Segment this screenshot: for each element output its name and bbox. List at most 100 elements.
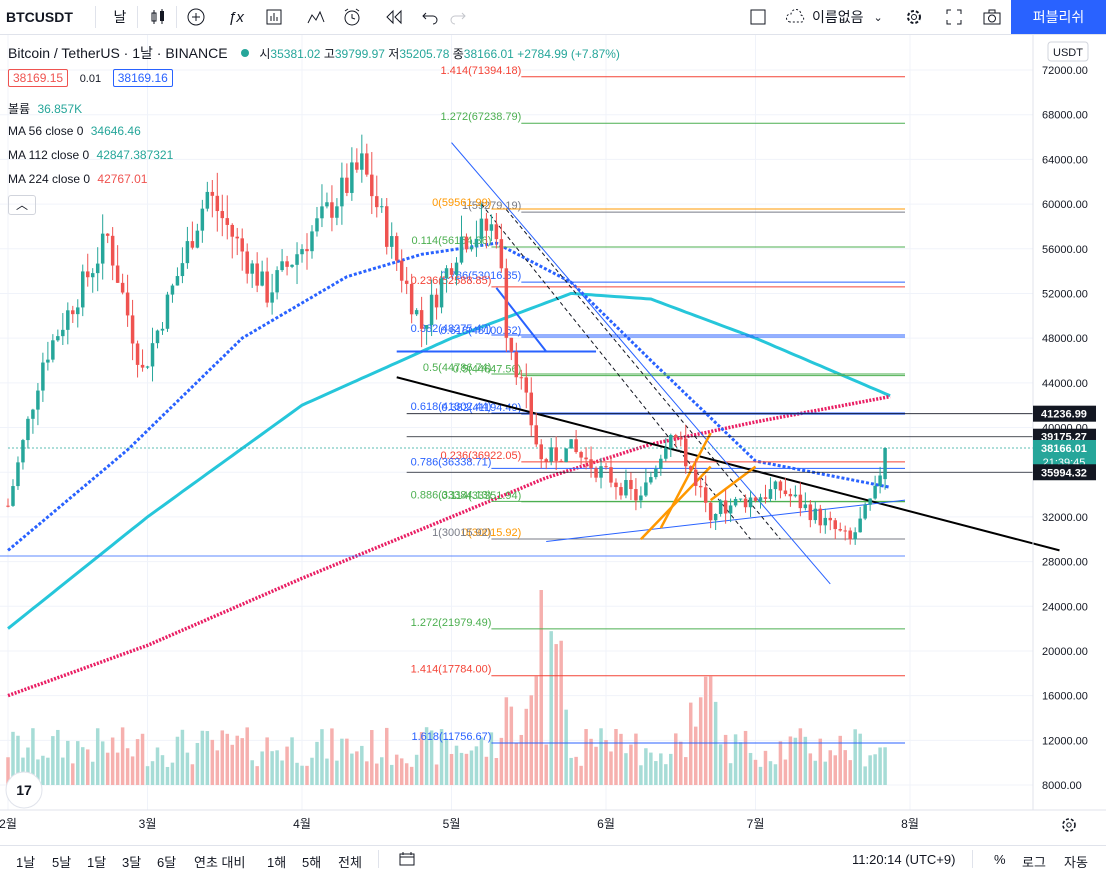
- ma224-label[interactable]: MA 224 close 0: [8, 172, 91, 186]
- top-toolbar: BTCUSDT 날 ƒx 이름없음 ⌄ 퍼블리쉬: [0, 0, 1106, 35]
- candle-body: [170, 285, 175, 295]
- time-tick-label: 8월: [901, 817, 919, 831]
- candle-body: [205, 191, 210, 209]
- candle-body: [509, 337, 514, 352]
- collapse-legend-button[interactable]: ︿: [8, 195, 36, 215]
- candle-body: [669, 435, 673, 449]
- range-button-all[interactable]: 전체: [338, 855, 362, 870]
- volume-bar: [718, 744, 723, 785]
- currency-badge[interactable]: USDT: [1047, 41, 1089, 62]
- redo-icon[interactable]: [444, 0, 472, 34]
- candle-body: [624, 480, 628, 496]
- range-button-3m[interactable]: 3달: [122, 855, 142, 870]
- volume-bar: [200, 730, 205, 785]
- templates-icon[interactable]: [260, 0, 288, 34]
- fib-level-label: 1.414(71394.18): [441, 65, 522, 77]
- interval-button[interactable]: 날: [113, 9, 127, 25]
- volume-bar: [46, 757, 50, 785]
- pattern-icon[interactable]: [302, 0, 330, 34]
- range-button-1m[interactable]: 1달: [87, 855, 107, 870]
- ma56-value: 34646.46: [90, 124, 141, 138]
- candle-body: [81, 271, 85, 308]
- volume-bar: [514, 742, 519, 785]
- settings-gear-icon[interactable]: [900, 0, 928, 34]
- symbol-search-button[interactable]: BTCUSDT: [6, 9, 73, 25]
- candle-body: [818, 508, 823, 526]
- volume-bar: [399, 758, 404, 785]
- symbol-title[interactable]: Bitcoin / TetherUS · 1날 · BINANCE: [8, 45, 228, 61]
- volume-bar: [753, 759, 758, 785]
- candle-body: [524, 377, 529, 393]
- candle-body: [160, 328, 165, 331]
- volume-bar: [883, 747, 887, 785]
- volume-bar: [180, 729, 185, 785]
- volume-bar: [260, 751, 264, 785]
- range-button-1y[interactable]: 1해: [267, 855, 287, 870]
- range-button-1d[interactable]: 1날: [16, 855, 36, 870]
- buy-price-button[interactable]: 38169.16: [112, 69, 173, 87]
- volume-bar: [225, 733, 230, 785]
- range-button-5d[interactable]: 5날: [52, 855, 72, 870]
- camera-icon[interactable]: [978, 0, 1006, 34]
- candlesticks: [6, 134, 887, 545]
- candle-body: [409, 283, 414, 315]
- range-button-6m[interactable]: 6달: [157, 855, 177, 870]
- undo-icon[interactable]: [416, 0, 444, 34]
- candle-body: [469, 246, 474, 250]
- candle-body: [325, 202, 329, 207]
- volume-bar: [698, 697, 703, 785]
- volume-label[interactable]: 볼륨: [8, 102, 31, 116]
- volume-bar: [758, 766, 763, 785]
- price-chart[interactable]: 1.414(71394.18)1.272(67238.79)1(59279.19…: [0, 35, 1106, 845]
- price-tick-label: 60000.00: [1042, 199, 1088, 211]
- volume-bar: [484, 756, 489, 785]
- auto-toggle[interactable]: 자동: [1064, 855, 1088, 870]
- candle-body: [215, 195, 220, 212]
- range-button-ytd[interactable]: 연초 대비: [194, 855, 246, 870]
- candle-body: [31, 409, 35, 419]
- fib-level-label: 0(59561.99): [432, 197, 491, 209]
- percent-toggle[interactable]: %: [994, 852, 1006, 867]
- volume-bar: [345, 738, 349, 785]
- publish-button[interactable]: 퍼블리쉬: [1011, 0, 1106, 34]
- candle-body: [305, 249, 309, 252]
- volume-bar: [365, 761, 369, 785]
- price-tick-label: 44000.00: [1042, 378, 1088, 390]
- candle-body: [310, 231, 314, 252]
- ma56-label[interactable]: MA 56 close 0: [8, 124, 84, 138]
- candle-body: [165, 294, 170, 329]
- alert-clock-icon[interactable]: [338, 0, 366, 34]
- sell-price-button[interactable]: 38169.15: [8, 69, 69, 87]
- time-axis[interactable]: 2월 3월 4월 5월 6월 7월 8월: [0, 817, 919, 831]
- indicators-fx-icon[interactable]: ƒx: [228, 8, 244, 26]
- candle-type-icon[interactable]: [144, 0, 172, 34]
- volume-bar: [509, 706, 514, 785]
- log-toggle[interactable]: 로그: [1022, 855, 1046, 870]
- replay-icon[interactable]: [380, 0, 408, 34]
- fullscreen-icon[interactable]: [940, 0, 968, 34]
- range-button-5y[interactable]: 5해: [302, 855, 322, 870]
- goto-date-icon[interactable]: [398, 851, 416, 870]
- volume-bar: [529, 695, 534, 785]
- volume-bar: [210, 739, 215, 785]
- candle-body: [120, 282, 125, 293]
- candle-body: [514, 351, 519, 378]
- price-axis[interactable]: 8000.00 12000.00 16000.00 20000.00 24000.00 2…: [1042, 65, 1088, 792]
- compare-plus-icon[interactable]: [182, 0, 210, 34]
- layout-name-button[interactable]: 이름없음 ⌄: [784, 0, 883, 34]
- volume-bar: [95, 728, 100, 785]
- candle-body: [464, 236, 469, 250]
- price-tick-label: 20000.00: [1042, 646, 1088, 658]
- abcd-pattern-leg: [659, 432, 712, 529]
- candle-body: [579, 452, 583, 458]
- ma112-label[interactable]: MA 112 close 0: [8, 148, 90, 162]
- volume-bar: [684, 757, 688, 785]
- volume-bar: [629, 744, 633, 785]
- axis-settings-gear-icon[interactable]: [1062, 818, 1076, 832]
- candle-body: [479, 218, 484, 239]
- volume-bar: [594, 746, 598, 785]
- candle-body: [76, 307, 80, 315]
- clock-timezone[interactable]: 11:20:14 (UTC+9): [852, 852, 956, 867]
- bottom-divider: [972, 850, 973, 868]
- fullscreen-square-icon[interactable]: [746, 0, 770, 34]
